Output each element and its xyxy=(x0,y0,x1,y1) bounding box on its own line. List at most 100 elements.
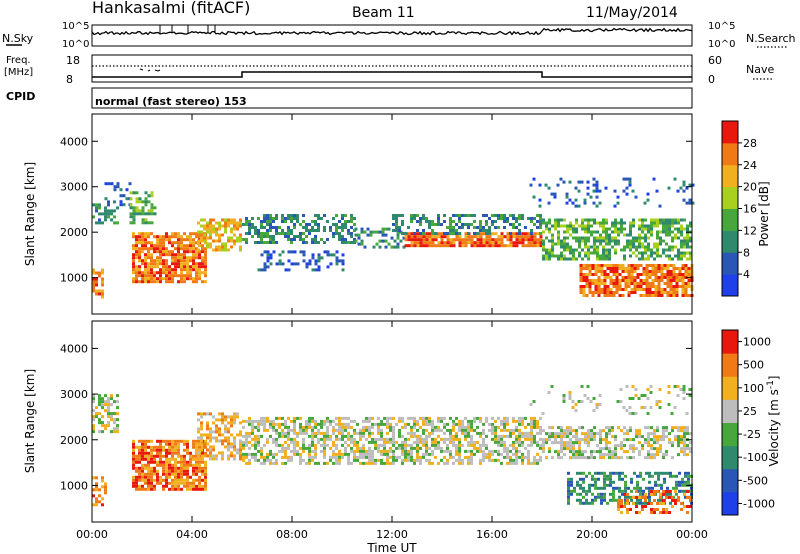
heatmap-cell xyxy=(476,449,479,453)
heatmap-cell xyxy=(476,241,480,245)
heatmap-cell xyxy=(272,452,275,456)
heatmap-cell xyxy=(410,217,413,220)
heatmap-cell xyxy=(398,443,401,447)
heatmap-cell xyxy=(509,241,513,245)
heatmap-cell xyxy=(248,461,251,465)
heatmap-cell xyxy=(551,248,554,252)
heatmap-cell xyxy=(275,416,278,420)
heatmap-cell xyxy=(395,446,398,450)
heatmap-cell xyxy=(275,452,278,456)
heatmap-cell xyxy=(609,477,612,481)
heatmap-cell xyxy=(569,233,572,237)
heatmap-cell xyxy=(431,422,434,426)
heatmap-cell xyxy=(186,256,189,260)
heatmap-cell xyxy=(663,276,667,279)
heatmap-cell xyxy=(224,230,227,234)
heatmap-cell xyxy=(684,483,687,487)
heatmap-cell xyxy=(653,447,656,451)
heatmap-cell xyxy=(290,449,293,453)
heatmap-cell xyxy=(413,416,416,420)
heatmap-cell xyxy=(371,452,374,456)
heatmap-cell xyxy=(458,452,461,456)
heatmap-cell xyxy=(470,449,473,453)
heatmap-cell xyxy=(353,458,356,462)
heatmap-cell xyxy=(527,449,530,453)
heatmap-cell xyxy=(263,235,266,238)
heatmap-cell xyxy=(596,444,599,448)
heatmap-cell xyxy=(132,259,135,263)
heatmap-cell xyxy=(335,214,338,217)
heatmap-cell xyxy=(515,235,519,239)
heatmap-cell xyxy=(302,458,305,462)
heatmap-cell xyxy=(593,426,596,430)
heatmap-cell xyxy=(674,218,677,222)
heatmap-cell xyxy=(617,221,620,225)
heatmap-cell xyxy=(92,503,95,507)
heatmap-cell xyxy=(422,244,426,248)
heatmap-cell xyxy=(104,488,107,492)
heatmap-cell xyxy=(682,198,686,202)
heatmap-cell xyxy=(299,238,302,241)
heatmap-cell xyxy=(153,247,156,251)
heatmap-cell xyxy=(642,279,646,282)
heatmap-cell xyxy=(419,458,422,462)
heatmap-cell xyxy=(192,469,195,473)
x-axis-label: Time UT xyxy=(366,541,417,554)
heatmap-cell xyxy=(644,441,647,445)
heatmap-cell xyxy=(530,428,533,432)
heatmap-cell xyxy=(588,285,592,288)
heatmap-cell xyxy=(159,244,162,248)
heatmap-cell xyxy=(248,446,251,450)
heatmap-cell xyxy=(497,235,501,239)
heatmap-cell xyxy=(563,432,566,436)
heatmap-cell xyxy=(669,291,673,294)
heatmap-cell xyxy=(569,257,572,261)
heatmap-cell xyxy=(171,277,174,281)
heatmap-cell xyxy=(272,238,275,241)
heatmap-cell xyxy=(239,239,242,243)
heatmap-cell xyxy=(550,192,554,196)
heatmap-cell xyxy=(392,431,395,435)
heatmap-cell xyxy=(488,217,491,220)
heatmap-cell xyxy=(464,244,468,248)
heatmap-cell xyxy=(299,431,302,435)
heatmap-cell xyxy=(428,223,431,226)
heatmap-cell xyxy=(515,238,519,242)
heatmap-cell xyxy=(395,217,398,220)
heatmap-cell xyxy=(347,455,350,459)
heatmap-cell xyxy=(562,180,566,184)
heatmap-cell xyxy=(506,220,509,223)
heatmap-cell xyxy=(404,458,407,462)
heatmap-cell xyxy=(651,291,655,294)
heatmap-cell xyxy=(615,273,619,276)
heatmap-cell xyxy=(605,426,608,430)
heatmap-cell xyxy=(588,471,591,475)
heatmap-cell xyxy=(458,449,461,453)
heatmap-cell xyxy=(162,259,165,263)
heatmap-cell xyxy=(630,276,634,279)
heatmap-cell xyxy=(233,439,236,443)
heatmap-cell xyxy=(663,291,667,294)
heatmap-cell xyxy=(257,428,260,432)
heatmap-cell xyxy=(365,428,368,432)
heatmap-cell xyxy=(287,229,290,232)
heatmap-cell xyxy=(212,230,215,234)
heatmap-cell xyxy=(177,232,180,236)
heatmap-cell xyxy=(177,475,180,479)
heatmap-cell xyxy=(263,217,266,220)
heatmap-cell xyxy=(206,454,209,458)
heatmap-cell xyxy=(665,227,668,231)
heatmap-cell xyxy=(104,218,107,222)
heatmap-cell xyxy=(302,214,305,217)
heatmap-cell xyxy=(305,419,308,423)
heatmap-cell xyxy=(590,245,593,249)
heatmap-cell xyxy=(177,472,180,476)
heatmap-cell xyxy=(174,487,177,491)
heatmap-cell xyxy=(201,442,204,446)
heatmap-cell xyxy=(132,466,135,470)
heatmap-cell xyxy=(197,418,200,422)
heatmap-cell xyxy=(518,434,521,438)
heatmap-cell xyxy=(646,192,650,196)
heatmap-cell xyxy=(281,416,284,420)
